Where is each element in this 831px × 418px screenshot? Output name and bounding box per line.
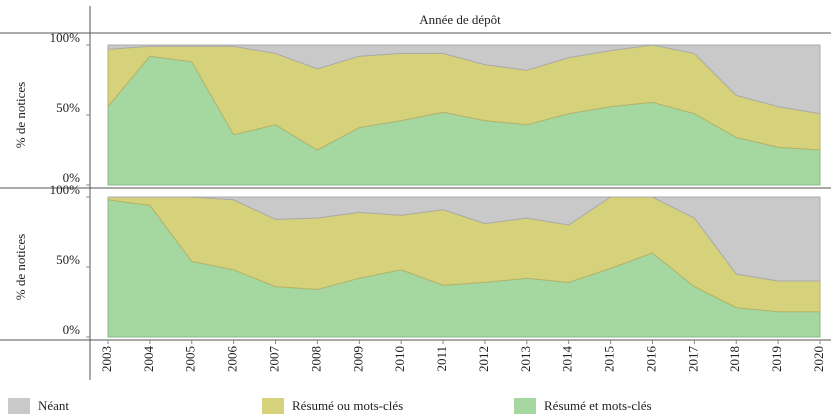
y-tick-label: 100% xyxy=(50,30,81,45)
x-tick-label: 2006 xyxy=(225,346,240,373)
legend-swatch xyxy=(8,398,30,414)
x-tick-label: 2013 xyxy=(518,346,533,372)
x-tick-label: 2016 xyxy=(643,346,658,373)
y-axis-label: % de notices xyxy=(13,234,28,300)
x-tick-label: 2011 xyxy=(434,346,449,372)
x-tick-label: 2018 xyxy=(727,346,742,372)
x-tick-label: 2004 xyxy=(141,346,156,373)
x-tick-label: 2017 xyxy=(685,346,700,373)
legend-swatch xyxy=(514,398,536,414)
x-tick-label: 2010 xyxy=(392,346,407,372)
y-tick-label: 50% xyxy=(56,252,80,267)
area xyxy=(107,44,821,115)
y-tick-label: 0% xyxy=(63,170,81,185)
legend-swatch xyxy=(262,398,284,414)
x-tick-label: 2003 xyxy=(99,346,114,372)
x-tick-label: 2012 xyxy=(476,346,491,372)
x-tick-label: 2019 xyxy=(769,346,784,372)
x-tick-label: 2005 xyxy=(183,346,198,372)
legend-label: Néant xyxy=(38,398,69,413)
legend-label: Résumé et mots-clés xyxy=(544,398,652,413)
x-tick-label: 2014 xyxy=(560,346,575,373)
y-tick-label: 50% xyxy=(56,100,80,115)
x-tick-label: 2015 xyxy=(602,346,617,372)
header-title: Année de dépôt xyxy=(419,12,501,27)
y-axis-label: % de notices xyxy=(13,82,28,148)
legend-label: Résumé ou mots-clés xyxy=(292,398,403,413)
x-tick-label: 2009 xyxy=(350,346,365,372)
x-tick-label: 2007 xyxy=(267,346,282,373)
y-tick-label: 0% xyxy=(63,322,81,337)
y-tick-label: 100% xyxy=(50,182,81,197)
x-tick-label: 2008 xyxy=(308,346,323,372)
area xyxy=(108,196,821,282)
x-tick-label: 2020 xyxy=(811,346,826,372)
